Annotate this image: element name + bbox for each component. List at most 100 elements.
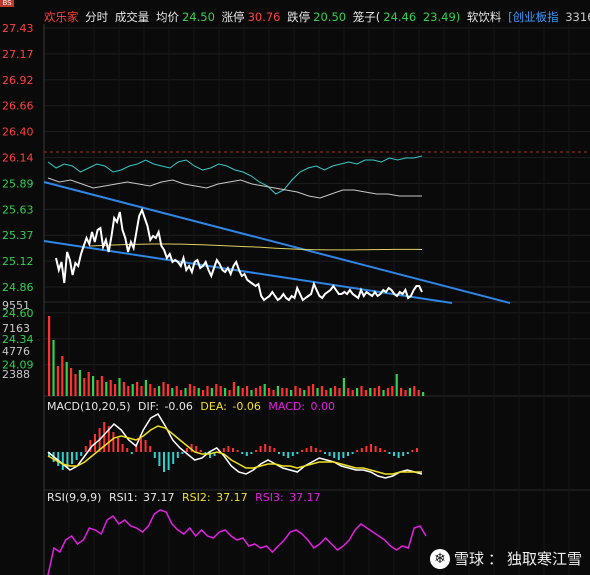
volume-bar <box>56 366 59 396</box>
volume-bar <box>131 384 134 396</box>
xueqiu-logo-icon: ❄ <box>429 548 450 569</box>
macd-bar <box>278 452 280 454</box>
macd-bar <box>268 446 271 452</box>
volume-bar <box>294 386 297 396</box>
volume-bar <box>96 380 99 396</box>
dif-label: DIF: <box>138 400 159 413</box>
macd-bar <box>324 452 326 454</box>
macd-bar <box>406 452 409 454</box>
volume-bar <box>70 368 73 396</box>
watermark-separator: ： <box>487 550 503 568</box>
period-label[interactable]: 分时 <box>85 10 109 24</box>
macd-bar <box>158 452 161 466</box>
macd-bar <box>48 452 50 456</box>
volume-bar <box>100 376 103 396</box>
macd-bar <box>181 452 184 454</box>
volume-bar <box>404 390 407 396</box>
macd-bar <box>287 452 290 458</box>
price-tick-label: 25.37 <box>2 229 34 242</box>
macd-bar <box>282 452 285 456</box>
rsi3-label: RSI3: <box>255 491 284 504</box>
price-tick-label: 24.09 <box>2 359 34 372</box>
volume-bar <box>237 386 240 396</box>
volume-bar <box>140 386 143 396</box>
macd-bar <box>236 450 239 452</box>
volume-tick-label: 9551 <box>2 299 30 312</box>
volume-bar <box>276 386 279 396</box>
macd-bar <box>411 450 414 452</box>
macd-bar <box>199 450 202 452</box>
volume-bar <box>210 388 213 396</box>
dif-value: -0.06 <box>164 400 192 413</box>
volume-bar <box>202 390 205 396</box>
price-tick-label: 24.60 <box>2 307 34 320</box>
volume-bar <box>347 388 350 396</box>
macd-bar <box>374 446 377 452</box>
volume-bar <box>122 382 125 396</box>
sector-index-line <box>47 155 423 195</box>
macd-bar <box>347 452 349 456</box>
sector-label[interactable]: 软饮料 <box>466 10 502 24</box>
macd-bar <box>227 446 230 452</box>
macd-bar <box>130 452 133 454</box>
volume-bar <box>83 378 86 396</box>
macd-label: MACD: <box>268 400 305 413</box>
price-tick-label: 25.89 <box>2 177 34 190</box>
volume-bar <box>180 390 183 396</box>
volume-bar <box>87 372 90 396</box>
macd-bar <box>153 452 156 458</box>
macd-bar <box>388 452 391 454</box>
macd-value: 0.00 <box>311 400 336 413</box>
index-label[interactable]: [创业板指 <box>508 10 559 24</box>
volume-bar <box>268 388 271 396</box>
macd-bar <box>264 444 267 452</box>
macd-bar <box>107 426 110 452</box>
macd-bar <box>213 452 216 456</box>
volume-bar <box>400 388 403 396</box>
price-tick-label: 27.17 <box>2 48 34 61</box>
volume-bar <box>413 386 416 396</box>
volume-bar <box>382 390 385 396</box>
price-tick-label: 26.40 <box>2 126 34 139</box>
volume-bar <box>105 382 108 396</box>
stock-name[interactable]: 欢乐家 <box>44 10 79 24</box>
macd-bar <box>149 446 152 452</box>
macd-bar <box>379 448 382 452</box>
macd-bar <box>135 444 138 452</box>
volume-label[interactable]: 成交量 <box>114 10 150 24</box>
macd-bar <box>186 448 188 452</box>
price-tick-label: 24.34 <box>2 333 34 346</box>
macd-bar <box>319 450 322 452</box>
rsi2-value: 37.17 <box>216 491 248 504</box>
volume-tick-label: 2388 <box>2 368 30 381</box>
price-tick-label: 26.92 <box>2 74 34 87</box>
macd-bar <box>57 452 60 466</box>
macd-bar <box>301 450 303 452</box>
macd-bar <box>360 448 363 452</box>
macd-bar <box>71 452 73 464</box>
volume-bar <box>290 390 293 396</box>
dea-line <box>47 425 422 475</box>
macd-bar <box>273 448 276 452</box>
macd-bar <box>84 446 87 452</box>
macd-bar <box>291 452 294 456</box>
macd-bar <box>245 452 248 456</box>
volume-bar <box>92 376 95 396</box>
macd-bar <box>222 448 225 452</box>
volume-bar <box>329 388 332 396</box>
volume-bar <box>254 388 257 396</box>
volume-bar <box>65 362 68 396</box>
macd-bar <box>351 452 354 454</box>
volume-bar <box>316 388 319 396</box>
volume-bar <box>232 382 235 396</box>
cage-hi: 24.46 <box>383 10 417 24</box>
rsi-title: RSI(9,9,9) <box>47 491 101 504</box>
macd-bar <box>365 446 368 452</box>
volume-bar <box>114 384 117 396</box>
macd-bar <box>112 432 115 452</box>
macd-bar <box>310 446 313 452</box>
volume-bar <box>338 388 341 396</box>
volume-bars <box>48 316 425 396</box>
bs-badge[interactable]: BS <box>0 0 14 7</box>
